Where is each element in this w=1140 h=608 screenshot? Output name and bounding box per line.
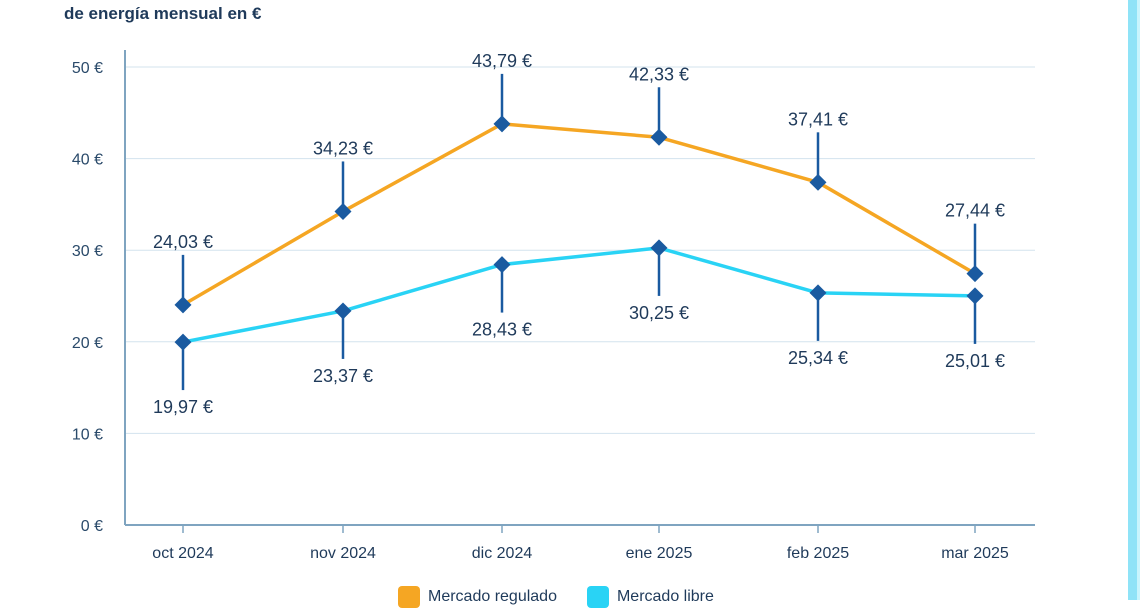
data-label: 19,97 € [153, 397, 213, 417]
data-label: 27,44 € [945, 201, 1005, 221]
data-point [174, 296, 192, 314]
y-tick-label: 0 € [81, 518, 103, 535]
edge-stripe [1137, 0, 1140, 600]
data-label: 43,79 € [472, 51, 532, 71]
data-label: 34,23 € [313, 138, 373, 158]
data-point [650, 128, 668, 146]
data-label: 42,33 € [629, 64, 689, 84]
data-label: 28,43 € [472, 320, 532, 340]
data-label: 25,34 € [788, 348, 848, 368]
x-tick-label: oct 2024 [152, 545, 213, 562]
x-tick-label: dic 2024 [472, 545, 533, 562]
x-tick-label: nov 2024 [310, 545, 376, 562]
legend-swatch [398, 586, 420, 608]
data-label: 25,01 € [945, 351, 1005, 371]
data-label: 23,37 € [313, 366, 373, 386]
chart-title: de energía mensual en € [64, 4, 262, 23]
data-label: 24,03 € [153, 232, 213, 252]
legend-label: Mercado libre [616, 588, 714, 605]
y-tick-label: 30 € [72, 243, 103, 260]
legend-item-libre[interactable]: Mercado libre [586, 586, 714, 608]
y-tick-label: 10 € [72, 426, 103, 443]
edge-stripe [1128, 0, 1137, 600]
legend-swatch [586, 586, 609, 608]
x-tick-label: ene 2025 [626, 545, 693, 562]
y-tick-label: 50 € [72, 60, 103, 77]
data-point [809, 284, 827, 302]
series-line-0 [182, 122, 976, 307]
y-tick-label: 20 € [72, 335, 103, 352]
y-tick-label: 40 € [72, 152, 103, 169]
x-tick-label: mar 2025 [941, 545, 1009, 562]
data-point [966, 287, 984, 305]
data-label: 30,25 € [629, 303, 689, 323]
data-point [809, 173, 827, 191]
data-point [334, 202, 352, 220]
legend: Mercado regulado Mercado libre [398, 586, 714, 608]
series-line-1 [182, 246, 976, 344]
legend-label: Mercado regulado [428, 588, 557, 605]
data-point [966, 265, 984, 283]
data-label: 37,41 € [788, 109, 848, 129]
data-point [493, 115, 511, 133]
data-point [650, 239, 668, 257]
data-point [334, 302, 352, 320]
data-point [174, 333, 192, 351]
data-point [493, 256, 511, 274]
legend-item-regulado[interactable]: Mercado regulado [398, 586, 557, 608]
x-tick-label: feb 2025 [787, 545, 849, 562]
